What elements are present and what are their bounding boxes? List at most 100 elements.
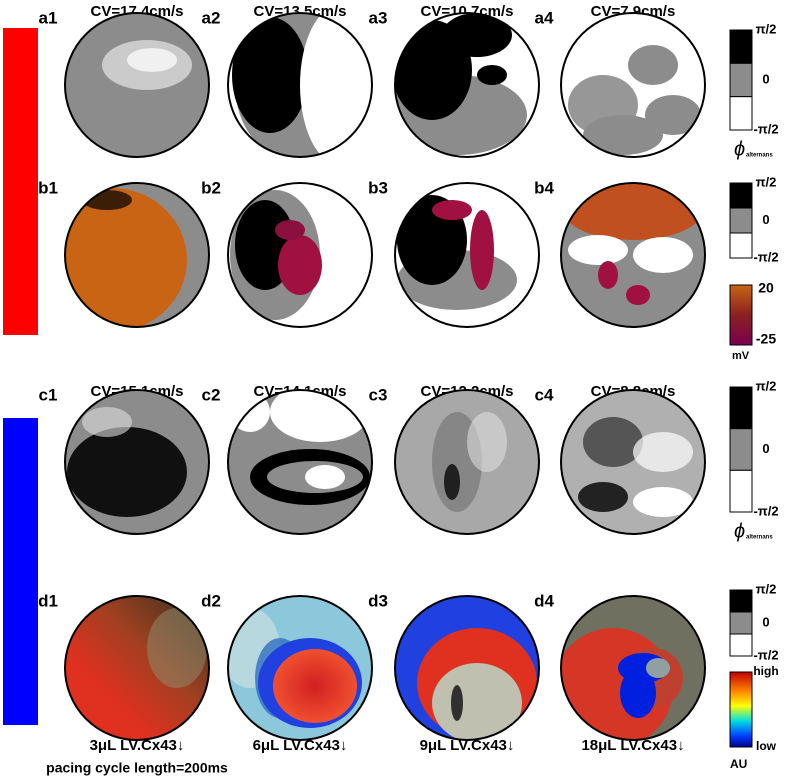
panel-image <box>561 596 705 740</box>
panel-image <box>228 13 372 157</box>
panel-region <box>82 407 132 437</box>
group-bar-blue <box>3 418 38 725</box>
panel-region <box>633 237 693 273</box>
panel-label: d4 <box>534 591 554 610</box>
panel-region <box>67 427 187 517</box>
panel-border <box>64 595 210 741</box>
panel-region <box>273 649 357 723</box>
panel-region <box>628 45 678 85</box>
panel-border <box>227 182 373 328</box>
panel-label: a4 <box>535 8 554 27</box>
panel-label: c4 <box>535 385 554 404</box>
panel-border <box>64 12 210 158</box>
colorbar-label: high <box>753 664 778 678</box>
panel-region <box>147 608 207 688</box>
panel-border <box>64 182 210 328</box>
colorbar-unit: AU <box>730 757 747 771</box>
colorbar-label: low <box>756 739 777 753</box>
colorbar-label: π/2 <box>756 174 777 189</box>
panel-image <box>395 183 539 327</box>
panel-region <box>645 95 701 135</box>
panel-region <box>633 487 693 517</box>
colorbar-label: π/2 <box>756 378 777 393</box>
panel-label: c2 <box>202 385 221 404</box>
panel-region <box>232 17 308 133</box>
panel-region <box>578 482 628 512</box>
cv-label: CV=17.4cm/s <box>91 3 184 20</box>
cv-label: CV=10.7cm/s <box>421 3 514 20</box>
colorbar-label: 0 <box>762 441 769 456</box>
phase-colorbar <box>729 633 753 657</box>
panel-region <box>568 235 628 265</box>
phase-colorbar <box>729 611 753 635</box>
panel-border <box>64 389 210 535</box>
panel-border <box>560 12 706 158</box>
phase-colorbar <box>729 386 753 430</box>
panel-label: a3 <box>369 8 388 27</box>
panel-image <box>228 183 372 327</box>
panel-image <box>395 596 539 740</box>
panel-region <box>127 48 177 72</box>
panel-label: c3 <box>369 385 388 404</box>
panel-label: d3 <box>368 591 388 610</box>
panel-region <box>444 464 460 500</box>
condition-label: 6μL LV.Cx43↓ <box>253 737 348 754</box>
panel-region <box>305 465 345 489</box>
panel-label: c1 <box>39 385 58 404</box>
panel-border <box>227 595 373 741</box>
phase-symbol: ϕ <box>734 520 745 542</box>
colorbar-label: -25 <box>756 331 776 347</box>
signal-colorbar <box>729 284 753 346</box>
panel-label: d2 <box>201 591 221 610</box>
group-bar-red <box>3 28 38 335</box>
panel-border <box>394 12 540 158</box>
panel-region <box>598 261 618 289</box>
condition-label: 18μL LV.Cx43↓ <box>581 737 684 754</box>
colorbar-label: 0 <box>762 614 769 629</box>
footer: pacing cycle length=200ms <box>46 760 228 776</box>
panel-image <box>65 390 209 534</box>
colorbar-label: -π/2 <box>753 249 778 264</box>
panel-border <box>560 389 706 535</box>
condition-label: 9μL LV.Cx43↓ <box>420 737 515 754</box>
phase-colorbar <box>729 62 753 98</box>
panel-image <box>561 13 705 157</box>
colorbar-label: -π/2 <box>753 121 778 136</box>
phase-colorbar <box>729 207 753 234</box>
panel-border <box>394 595 540 741</box>
panel-image <box>65 596 209 740</box>
colorbar-label: -π/2 <box>753 647 778 662</box>
panel-region <box>451 685 463 721</box>
panel-region <box>275 220 305 240</box>
panel-label: b4 <box>534 178 554 197</box>
panel-label: b3 <box>368 178 388 197</box>
signal-colorbar <box>729 671 753 748</box>
panel-label: a2 <box>202 8 221 27</box>
panel-region <box>467 412 507 472</box>
panel-border <box>394 182 540 328</box>
panel-region <box>477 65 507 85</box>
panel-border <box>394 389 540 535</box>
phase-colorbar <box>729 428 753 471</box>
panel-border <box>227 389 373 535</box>
panel-region <box>470 210 494 290</box>
panel-image <box>228 390 372 534</box>
condition-label: 3μL LV.Cx43↓ <box>90 737 185 754</box>
colorbar-unit: mV <box>732 350 750 362</box>
panel-label: d1 <box>38 591 58 610</box>
phase-colorbar <box>729 182 753 209</box>
panel-image <box>228 596 372 740</box>
panel-region <box>646 658 670 678</box>
phase-colorbar <box>729 96 753 131</box>
panel-region <box>300 13 372 157</box>
panel-border <box>560 182 706 328</box>
panel-image <box>395 390 539 534</box>
colorbar-label: 0 <box>762 71 769 86</box>
phase-colorbar <box>729 29 753 64</box>
phase-colorbar <box>729 469 753 513</box>
panel-region <box>620 668 656 718</box>
panel-region <box>626 285 650 305</box>
panel-label: b1 <box>38 178 58 197</box>
panel-region <box>583 417 643 467</box>
